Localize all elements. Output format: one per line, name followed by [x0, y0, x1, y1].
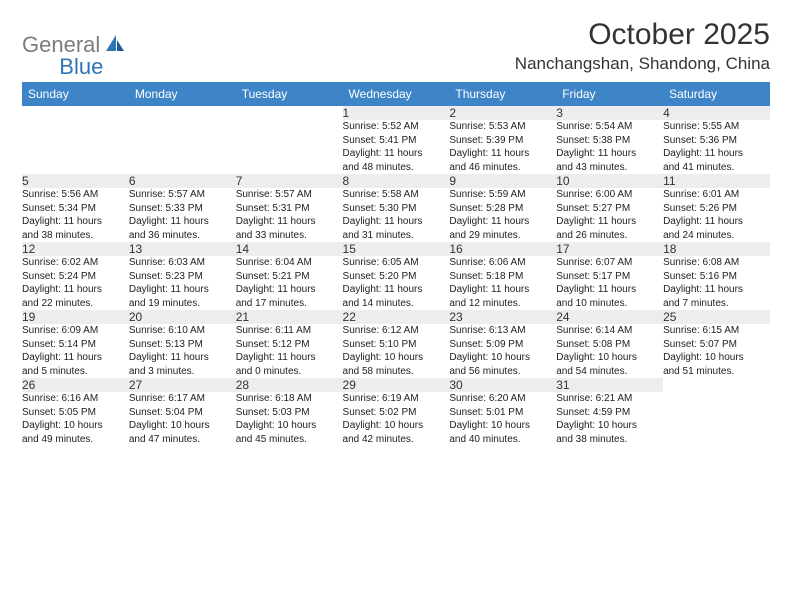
daynum-row: 1234: [22, 106, 770, 120]
day-header: Thursday: [449, 82, 556, 106]
day-info-cell: Sunrise: 6:02 AMSunset: 5:24 PMDaylight:…: [22, 256, 129, 310]
day-number-cell: 10: [556, 174, 663, 188]
day-info-cell: Sunrise: 6:17 AMSunset: 5:04 PMDaylight:…: [129, 392, 236, 446]
day-info-cell: Sunrise: 6:14 AMSunset: 5:08 PMDaylight:…: [556, 324, 663, 378]
day-info-cell: Sunrise: 6:00 AMSunset: 5:27 PMDaylight:…: [556, 188, 663, 242]
day-info-cell: Sunrise: 6:19 AMSunset: 5:02 PMDaylight:…: [343, 392, 450, 446]
day-header-row: Sunday Monday Tuesday Wednesday Thursday…: [22, 82, 770, 106]
day-number-cell: 6: [129, 174, 236, 188]
day-header: Monday: [129, 82, 236, 106]
day-number-cell: 4: [663, 106, 770, 120]
day-header: Sunday: [22, 82, 129, 106]
day-info-cell: Sunrise: 5:55 AMSunset: 5:36 PMDaylight:…: [663, 120, 770, 174]
day-info-cell: Sunrise: 5:53 AMSunset: 5:39 PMDaylight:…: [449, 120, 556, 174]
calendar-table: Sunday Monday Tuesday Wednesday Thursday…: [22, 82, 770, 446]
day-info-cell: Sunrise: 6:08 AMSunset: 5:16 PMDaylight:…: [663, 256, 770, 310]
day-number-cell: 24: [556, 310, 663, 324]
day-info-cell: Sunrise: 5:56 AMSunset: 5:34 PMDaylight:…: [22, 188, 129, 242]
day-header: Friday: [556, 82, 663, 106]
info-row: Sunrise: 6:09 AMSunset: 5:14 PMDaylight:…: [22, 324, 770, 378]
day-info-cell: Sunrise: 5:52 AMSunset: 5:41 PMDaylight:…: [343, 120, 450, 174]
day-info-cell: Sunrise: 6:21 AMSunset: 4:59 PMDaylight:…: [556, 392, 663, 446]
day-number-cell: 22: [343, 310, 450, 324]
day-info-cell: Sunrise: 6:15 AMSunset: 5:07 PMDaylight:…: [663, 324, 770, 378]
day-number-cell: [663, 378, 770, 392]
day-info-cell: Sunrise: 6:03 AMSunset: 5:23 PMDaylight:…: [129, 256, 236, 310]
title-block: October 2025 Nanchangshan, Shandong, Chi…: [515, 18, 770, 74]
day-info-cell: Sunrise: 6:16 AMSunset: 5:05 PMDaylight:…: [22, 392, 129, 446]
day-info-cell: Sunrise: 6:12 AMSunset: 5:10 PMDaylight:…: [343, 324, 450, 378]
day-number-cell: [236, 106, 343, 120]
day-info-cell: Sunrise: 6:06 AMSunset: 5:18 PMDaylight:…: [449, 256, 556, 310]
day-number-cell: 12: [22, 242, 129, 256]
day-number-cell: 16: [449, 242, 556, 256]
day-number-cell: 21: [236, 310, 343, 324]
day-number-cell: 9: [449, 174, 556, 188]
day-number-cell: 31: [556, 378, 663, 392]
logo: General Blue: [22, 22, 151, 68]
day-header: Tuesday: [236, 82, 343, 106]
day-number-cell: 8: [343, 174, 450, 188]
daynum-row: 19202122232425: [22, 310, 770, 324]
daynum-row: 12131415161718: [22, 242, 770, 256]
day-number-cell: 1: [343, 106, 450, 120]
day-number-cell: 11: [663, 174, 770, 188]
day-info-cell: [663, 392, 770, 446]
day-info-cell: [22, 120, 129, 174]
logo-sail-icon: [105, 34, 125, 57]
day-number-cell: [129, 106, 236, 120]
day-number-cell: 17: [556, 242, 663, 256]
day-info-cell: Sunrise: 6:10 AMSunset: 5:13 PMDaylight:…: [129, 324, 236, 378]
day-info-cell: Sunrise: 5:59 AMSunset: 5:28 PMDaylight:…: [449, 188, 556, 242]
day-info-cell: Sunrise: 6:09 AMSunset: 5:14 PMDaylight:…: [22, 324, 129, 378]
day-info-cell: Sunrise: 6:20 AMSunset: 5:01 PMDaylight:…: [449, 392, 556, 446]
day-number-cell: 13: [129, 242, 236, 256]
day-info-cell: Sunrise: 6:07 AMSunset: 5:17 PMDaylight:…: [556, 256, 663, 310]
day-number-cell: 20: [129, 310, 236, 324]
day-number-cell: [22, 106, 129, 120]
day-number-cell: 7: [236, 174, 343, 188]
day-number-cell: 5: [22, 174, 129, 188]
day-number-cell: 29: [343, 378, 450, 392]
day-info-cell: [236, 120, 343, 174]
day-number-cell: 19: [22, 310, 129, 324]
month-title: October 2025: [515, 18, 770, 52]
day-info-cell: Sunrise: 6:01 AMSunset: 5:26 PMDaylight:…: [663, 188, 770, 242]
daynum-row: 567891011: [22, 174, 770, 188]
day-number-cell: 18: [663, 242, 770, 256]
info-row: Sunrise: 6:16 AMSunset: 5:05 PMDaylight:…: [22, 392, 770, 446]
info-row: Sunrise: 5:56 AMSunset: 5:34 PMDaylight:…: [22, 188, 770, 242]
location: Nanchangshan, Shandong, China: [515, 54, 770, 74]
day-number-cell: 26: [22, 378, 129, 392]
day-number-cell: 25: [663, 310, 770, 324]
day-number-cell: 2: [449, 106, 556, 120]
day-info-cell: Sunrise: 6:18 AMSunset: 5:03 PMDaylight:…: [236, 392, 343, 446]
info-row: Sunrise: 6:02 AMSunset: 5:24 PMDaylight:…: [22, 256, 770, 310]
daynum-row: 262728293031: [22, 378, 770, 392]
day-number-cell: 30: [449, 378, 556, 392]
day-number-cell: 15: [343, 242, 450, 256]
day-number-cell: 27: [129, 378, 236, 392]
header: General Blue October 2025 Nanchangshan, …: [22, 18, 770, 74]
day-info-cell: Sunrise: 5:54 AMSunset: 5:38 PMDaylight:…: [556, 120, 663, 174]
day-info-cell: Sunrise: 5:57 AMSunset: 5:31 PMDaylight:…: [236, 188, 343, 242]
day-number-cell: 14: [236, 242, 343, 256]
day-number-cell: 3: [556, 106, 663, 120]
day-info-cell: Sunrise: 6:04 AMSunset: 5:21 PMDaylight:…: [236, 256, 343, 310]
day-info-cell: Sunrise: 6:13 AMSunset: 5:09 PMDaylight:…: [449, 324, 556, 378]
day-number-cell: 23: [449, 310, 556, 324]
day-info-cell: Sunrise: 6:11 AMSunset: 5:12 PMDaylight:…: [236, 324, 343, 378]
day-number-cell: 28: [236, 378, 343, 392]
day-info-cell: Sunrise: 6:05 AMSunset: 5:20 PMDaylight:…: [343, 256, 450, 310]
day-info-cell: [129, 120, 236, 174]
day-header: Saturday: [663, 82, 770, 106]
info-row: Sunrise: 5:52 AMSunset: 5:41 PMDaylight:…: [22, 120, 770, 174]
day-header: Wednesday: [343, 82, 450, 106]
day-info-cell: Sunrise: 5:57 AMSunset: 5:33 PMDaylight:…: [129, 188, 236, 242]
logo-text-blue: Blue: [59, 54, 103, 80]
day-info-cell: Sunrise: 5:58 AMSunset: 5:30 PMDaylight:…: [343, 188, 450, 242]
